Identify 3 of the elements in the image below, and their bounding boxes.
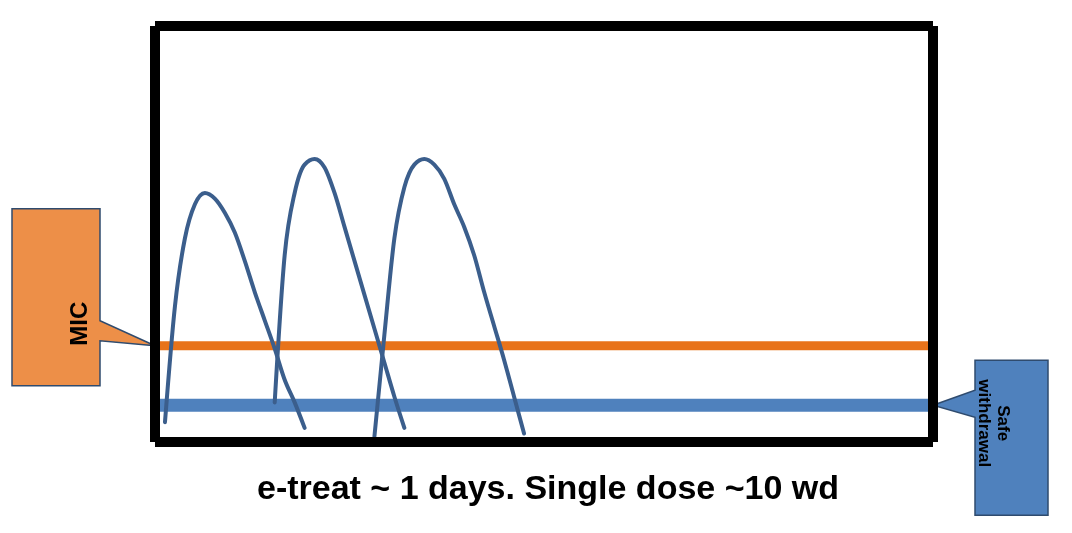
- ref-line-label: Safe withdrawal: [975, 378, 1014, 468]
- text: e-treat ~ 1 days. Single dose ~10 wd: [256, 468, 840, 507]
- ref-line-label: MIC: [64, 301, 92, 346]
